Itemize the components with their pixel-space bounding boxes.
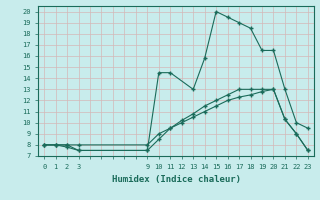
X-axis label: Humidex (Indice chaleur): Humidex (Indice chaleur) [111, 175, 241, 184]
